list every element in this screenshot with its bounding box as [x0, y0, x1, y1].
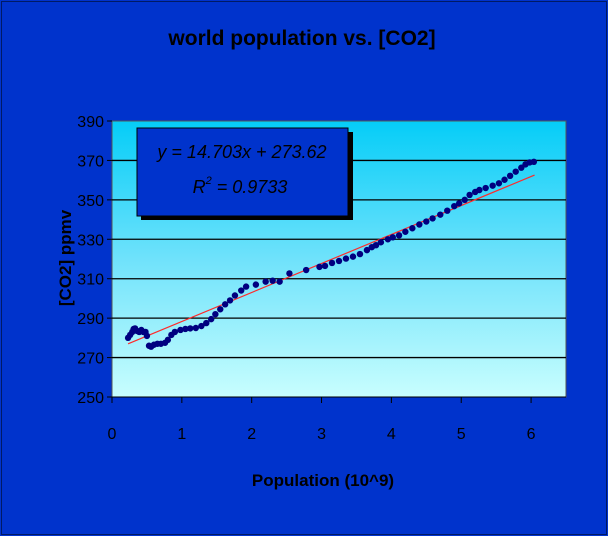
x-tick-label: 4: [387, 426, 396, 443]
data-point: [384, 236, 392, 243]
data-point: [423, 218, 430, 225]
data-point: [252, 281, 260, 288]
data-point: [342, 255, 350, 262]
data-point: [444, 207, 451, 214]
data-point: [286, 270, 293, 277]
data-point: [363, 246, 371, 254]
data-point: [501, 176, 508, 183]
data-point: [482, 184, 489, 192]
data-point: [506, 172, 514, 180]
chart-title: world population vs. [CO2]: [167, 27, 435, 50]
data-point: [495, 180, 503, 187]
data-point: [476, 186, 483, 194]
y-tick-label: 370: [77, 153, 104, 170]
data-point: [212, 311, 219, 318]
equation-box: [136, 127, 349, 217]
data-point: [192, 324, 200, 332]
y-tick-label: 290: [77, 311, 104, 328]
x-tick-label: 5: [457, 426, 466, 443]
data-point: [349, 253, 357, 260]
data-point: [372, 242, 380, 249]
x-tick-label: 6: [527, 426, 536, 443]
data-point: [409, 225, 416, 232]
data-point: [226, 297, 234, 304]
data-point: [455, 200, 463, 207]
data-point: [377, 239, 385, 246]
x-tick-label: 2: [247, 426, 256, 443]
data-point: [187, 325, 194, 332]
data-point: [217, 306, 224, 313]
data-point: [429, 215, 436, 222]
data-point: [164, 336, 172, 344]
data-point: [530, 158, 538, 166]
data-point: [269, 277, 276, 284]
data-point: [203, 319, 210, 327]
data-point: [276, 278, 283, 285]
data-point: [198, 322, 205, 330]
data-point: [328, 259, 336, 267]
data-point: [316, 263, 323, 271]
r-squared-label: R2 = 0.9733: [193, 175, 288, 197]
data-point: [321, 262, 329, 270]
y-tick-label: 310: [77, 272, 104, 289]
data-point: [466, 191, 473, 199]
x-tick-label: 0: [108, 426, 117, 443]
data-point: [242, 283, 250, 290]
data-point: [356, 250, 364, 258]
data-point: [402, 228, 409, 235]
x-tick-label: 3: [317, 426, 326, 443]
y-tick-label: 330: [77, 232, 104, 249]
data-point: [461, 196, 468, 204]
data-point: [302, 266, 310, 274]
data-point: [395, 232, 403, 239]
data-point: [262, 278, 269, 285]
data-point: [207, 315, 215, 323]
data-point: [437, 211, 444, 218]
y-tick-label: 250: [77, 390, 104, 407]
data-point: [416, 221, 423, 228]
data-point: [182, 325, 189, 333]
x-axis-label: Population (10^9): [252, 471, 394, 490]
data-point: [238, 287, 245, 294]
data-point: [389, 234, 396, 241]
data-point: [171, 328, 179, 336]
data-point: [221, 301, 229, 308]
data-point: [143, 332, 151, 340]
trendline: [127, 174, 535, 345]
equation-label: y = 14.703x + 273.62: [155, 142, 326, 162]
data-point: [512, 168, 519, 175]
y-axis-label: [CO2] ppmv: [56, 209, 75, 306]
data-point: [451, 202, 458, 210]
y-tick-label: 270: [77, 351, 104, 368]
y-tick-label: 390: [77, 114, 104, 131]
x-tick-label: 1: [177, 426, 186, 443]
data-point: [231, 292, 239, 299]
data-point: [489, 182, 496, 189]
data-point: [177, 326, 184, 334]
data-point: [335, 257, 343, 265]
y-tick-label: 350: [77, 193, 104, 210]
